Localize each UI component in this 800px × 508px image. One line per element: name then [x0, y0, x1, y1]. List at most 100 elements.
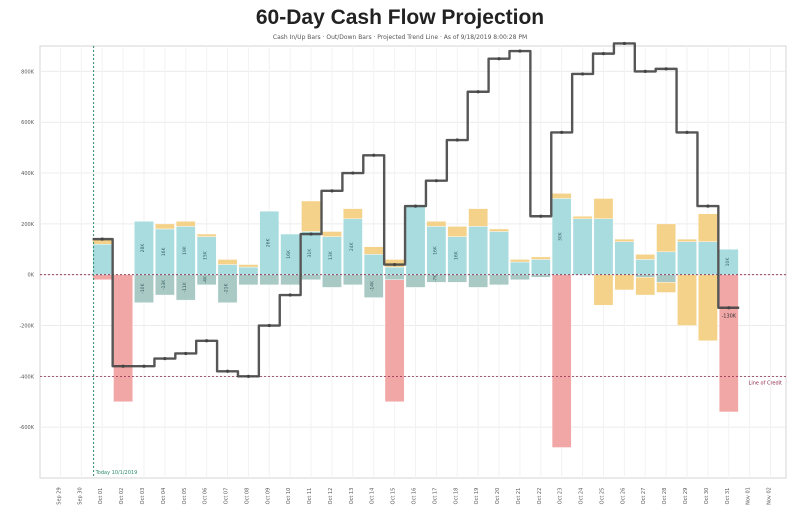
cash-out-bar [280, 274, 300, 286]
cash-in-projected-bar [175, 221, 196, 227]
x-tick-label: Oct 30 [704, 488, 710, 505]
x-tick-label: Oct 09 [265, 488, 271, 505]
x-tick-label: Oct 01 [98, 488, 104, 505]
cash-in-projected-bar [426, 221, 447, 227]
bar-value-label: 16K [432, 245, 438, 255]
cash-out-bar [196, 274, 217, 286]
cash-in-bar [489, 231, 509, 275]
cash-in-projected-bar [510, 259, 530, 263]
cash-in-projected-bar [677, 238, 697, 242]
bar-value-label: -10K [140, 282, 146, 293]
cash-in-projected-bar [489, 228, 509, 232]
x-tick-label: Oct 29 [683, 488, 689, 505]
x-tick-label: Oct 08 [244, 488, 250, 505]
x-tick-label: Oct 22 [537, 488, 543, 505]
balance-point [100, 237, 104, 241]
cash-in-bar [217, 264, 238, 275]
bar-value-label: 24K [349, 241, 355, 251]
bar-value-label: 10K [725, 257, 731, 267]
cash-in-projected-bar [343, 208, 363, 220]
balance-point [267, 323, 271, 328]
cash-in-projected-bar [572, 216, 593, 219]
cash-in-projected-bar [155, 223, 175, 230]
x-tick-label: Oct 13 [349, 488, 355, 505]
cash-out-bar [510, 274, 530, 280]
large-payment-bar [92, 274, 113, 280]
cash-in-projected-bar [363, 246, 384, 255]
cash-in-projected-bar [531, 256, 551, 260]
y-tick-label: -600K [19, 425, 34, 431]
x-tick-label: Oct 25 [599, 488, 605, 505]
cash-in-projected-bar [551, 193, 572, 199]
plot-frame [39, 45, 787, 479]
balance-point [393, 262, 397, 267]
y-tick-label: 200K [21, 222, 35, 228]
x-tick-label: Oct 11 [307, 488, 313, 505]
balance-point [142, 364, 146, 368]
cash-in-projected-bar [238, 264, 259, 268]
x-tick-label: Oct 16 [412, 488, 418, 505]
cash-in-bar [698, 241, 718, 275]
balance-point [372, 153, 376, 157]
cash-out-bar [468, 274, 488, 288]
bar-value-label: -11K [182, 281, 188, 292]
cash-out-bar [217, 274, 238, 303]
large-payment-bar [551, 274, 572, 448]
today-marker-label: Today 10/1/2019 [95, 470, 138, 476]
cash-in-bar [614, 241, 635, 275]
x-tick-label: Sep 30 [77, 487, 83, 504]
bar-value-label: -7K [432, 274, 438, 282]
balance-point [497, 57, 501, 61]
cash-out-projected-bar [677, 274, 697, 326]
cash-in-projected-bar [656, 223, 676, 253]
large-payment-bar [384, 279, 405, 402]
cash-out-projected-bar [656, 282, 676, 293]
x-tick-label: Oct 04 [161, 488, 167, 505]
x-tick-label: Oct 02 [119, 488, 125, 505]
x-tick-label: Oct 18 [453, 488, 459, 505]
balance-point [184, 351, 188, 356]
large-payment-bar [718, 274, 739, 413]
cash-in-projected-bar [614, 238, 635, 242]
cash-in-bar [384, 266, 405, 275]
cash-in-bar [92, 244, 113, 275]
bar-value-label: 30K [558, 231, 564, 241]
balance-point [330, 189, 334, 193]
x-tick-label: Oct 19 [474, 488, 480, 505]
balance-point [685, 130, 689, 134]
bar-value-label: 13K [328, 250, 334, 260]
cash-in-bar [677, 241, 697, 275]
chart-title: 60-Day Cash Flow Projection [255, 6, 545, 29]
bar-value-label: 16K [286, 249, 292, 259]
cash-in-bar [531, 259, 551, 275]
x-tick-label: Nov 02 [767, 487, 773, 505]
x-tick-label: Sep 29 [56, 487, 62, 504]
y-tick-label: 400K [21, 171, 35, 177]
balance-point [706, 204, 710, 208]
cash-out-bar [405, 274, 426, 288]
x-tick-label: Oct 14 [370, 488, 376, 505]
cash-out-bar [343, 274, 363, 286]
x-tick-label: Oct 12 [328, 488, 334, 505]
x-tick-label: Nov 01 [746, 487, 752, 505]
x-tick-label: Oct 23 [558, 488, 564, 505]
balance-point [288, 293, 292, 297]
cash-out-bar [384, 274, 405, 280]
balance-point [622, 41, 626, 46]
x-tick-label: Oct 27 [641, 488, 647, 505]
cash-in-bar [405, 205, 426, 275]
cash-in-projected-bar [593, 198, 614, 219]
bar-value-label: -4K [203, 275, 209, 283]
cash-out-bar [301, 274, 321, 280]
cash-in-projected-bar [301, 200, 321, 232]
cash-out-bar [134, 274, 154, 303]
cash-in-projected-bar [635, 254, 656, 260]
bar-value-label: -21K [224, 282, 230, 293]
balance-point [539, 214, 543, 218]
balance-point [727, 306, 731, 310]
cash-out-bar [259, 274, 280, 286]
cash-in-bar [635, 259, 656, 275]
balance-point [601, 52, 606, 56]
cash-in-bar [468, 226, 488, 275]
